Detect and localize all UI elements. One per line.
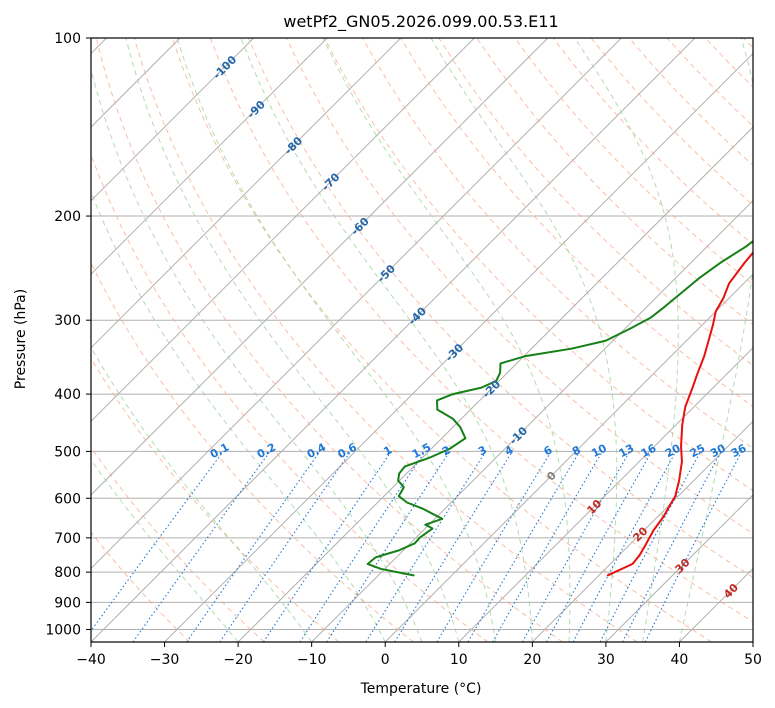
mixing-ratio-line: [572, 451, 677, 642]
mixing-ratio-line: [91, 451, 224, 632]
isotherm-line: [91, 38, 622, 570]
moist-adiabat: [125, 38, 460, 642]
isotherm-line: [164, 52, 753, 642]
y-tick-label: 900: [54, 595, 81, 611]
mixing-ratio-line: [394, 451, 513, 642]
y-tick-label: 600: [54, 491, 81, 507]
mixing-ratio-line: [546, 451, 653, 642]
x-tick-label: −20: [223, 652, 253, 668]
chart-title: wetPf2_GN05.2026.099.00.53.E11: [283, 12, 558, 32]
x-axis-label: Temperature (°C): [360, 681, 482, 697]
dry-adiabat: [514, 38, 753, 285]
y-axis-ticks: 1000 900 800 700 600 500 400 300 200 100: [45, 31, 91, 638]
mixing-ratio-label: 10: [589, 441, 609, 460]
y-tick-label: 800: [54, 565, 81, 581]
isotherm-line: [752, 641, 753, 642]
x-tick-label: −10: [297, 652, 327, 668]
mixing-ratio-label: 36: [729, 441, 749, 460]
dry-adiabat: [91, 153, 489, 642]
mixing-ratio-line: [263, 451, 392, 642]
x-tick-label: 20: [523, 652, 541, 668]
y-tick-label: 200: [54, 209, 81, 225]
moist-adiabat: [574, 38, 679, 642]
isotherm-line: [91, 38, 402, 349]
y-tick-label: 700: [54, 531, 81, 547]
dry-adiabat: [95, 38, 563, 642]
dry-adiabat: [91, 531, 191, 642]
x-tick-label: 0: [381, 652, 390, 668]
isotherm-line: [91, 38, 549, 496]
profile-series: [366, 239, 753, 577]
isotherm-line: [384, 273, 753, 642]
y-axis-label: Pressure (hPa): [13, 289, 29, 389]
mixing-ratio-label: 13: [617, 442, 637, 461]
moist-adiabat: [176, 38, 497, 642]
x-tick-label: 40: [671, 652, 689, 668]
dry-adiabat: [209, 38, 753, 623]
mixing-ratio-line: [186, 451, 321, 642]
mixing-ratio-label: 20: [663, 441, 683, 460]
dry-adiabat: [133, 38, 638, 642]
mixing-ratio-label: 25: [688, 442, 708, 461]
pressure-gridlines: [91, 38, 753, 630]
moist-adiabat: [240, 38, 533, 642]
plot-frame: [90, 37, 754, 643]
moist-adiabats: [91, 38, 753, 642]
mixing-ratio-line: [219, 451, 352, 642]
moist-adiabat: [91, 458, 239, 642]
isotherm-line: [91, 38, 328, 275]
isotherm-line: [605, 494, 753, 642]
dry-adiabat: [286, 38, 753, 535]
temperature-profile-line: [606, 251, 753, 577]
mixing-ratio-line: [521, 451, 631, 642]
isotherm-line: [458, 347, 753, 642]
y-tick-label: 100: [54, 31, 81, 47]
mixing-ratio-line: [644, 451, 743, 642]
mixing-ratio-line: [299, 451, 426, 642]
x-tick-label: −30: [150, 652, 180, 668]
x-tick-label: 10: [450, 652, 468, 668]
dry-adiabat: [400, 38, 753, 408]
plot-area: 0.1 0.2 0.4 0.6 1 1.5 2 3 4 6 8 10 13 16 20 25 30 36-100-…: [91, 38, 753, 642]
moist-adiabat: [430, 38, 618, 642]
mixing-ratio-label: 16: [639, 441, 659, 460]
isotherm-line: [91, 38, 255, 202]
x-tick-label: −40: [76, 652, 106, 668]
dry-adiabat: [91, 357, 340, 642]
skewed-isotherms: [91, 38, 753, 642]
mixing-ratio-line: [132, 451, 271, 642]
mixing-ratio-label: 30: [708, 441, 728, 460]
dry-adiabat: [91, 446, 265, 642]
x-tick-label: 30: [597, 652, 615, 668]
x-axis-ticks: −40 −30 −20 −10 0 10 20 30 40 50: [76, 642, 762, 668]
mixing-ratio-lines: [91, 451, 743, 642]
isotherm-line: [91, 38, 475, 423]
dry-adiabat: [91, 261, 414, 642]
isotherm-line: [237, 126, 753, 642]
dewpoint-profile-line: [366, 239, 753, 577]
plot-background: [91, 38, 753, 642]
y-tick-label: 400: [54, 387, 81, 403]
y-tick-label: 1000: [45, 622, 81, 638]
x-tick-label: 50: [744, 652, 762, 668]
dry-adiabat: [438, 38, 753, 366]
moist-adiabat: [91, 190, 386, 642]
isotherm-line: [91, 38, 696, 642]
moist-adiabat: [91, 67, 423, 642]
mixing-ratio-line: [326, 451, 451, 642]
isotherm-line: [531, 420, 753, 642]
moist-adiabat: [91, 346, 313, 642]
moist-adiabat: [322, 38, 571, 642]
y-tick-label: 300: [54, 313, 81, 329]
y-tick-label: 500: [54, 444, 81, 460]
dry-adiabat: [247, 38, 753, 578]
